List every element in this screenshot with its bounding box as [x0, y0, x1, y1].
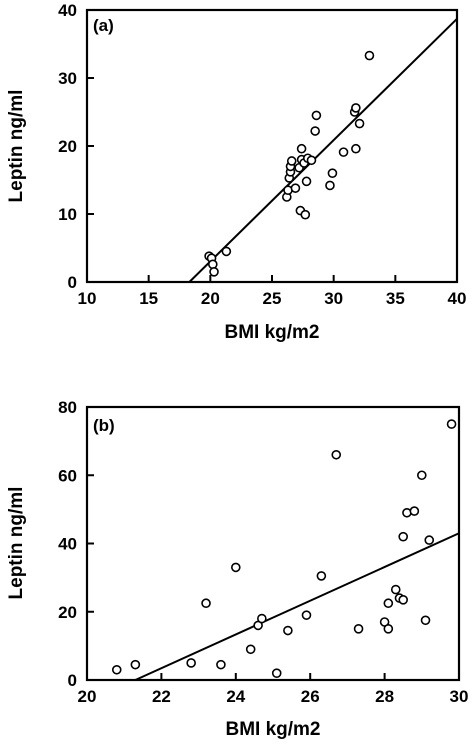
- data-point-b: [398, 595, 409, 605]
- data-point-a: [338, 147, 349, 157]
- data-point-b: [130, 659, 141, 670]
- data-point-b: [201, 598, 211, 609]
- y-tick-label-a: 30: [58, 69, 77, 88]
- data-point-b: [257, 613, 267, 624]
- data-point-b: [111, 664, 122, 675]
- data-point-b: [383, 598, 394, 609]
- data-point-b: [186, 658, 196, 668]
- data-point-b: [283, 625, 293, 636]
- x-tick-label-a: 25: [263, 289, 282, 308]
- x-tick-label-a: 30: [324, 289, 343, 308]
- data-point-a: [351, 103, 361, 113]
- x-axis-label-a: BMI kg/m2: [224, 322, 319, 343]
- data-point-b: [390, 584, 401, 595]
- data-point-b: [416, 470, 427, 481]
- data-point-b: [424, 535, 435, 545]
- data-point-b: [398, 531, 409, 542]
- panel-label-a: (a): [93, 16, 114, 35]
- data-point-a: [221, 246, 232, 257]
- data-point-b: [216, 659, 226, 670]
- data-point-a: [296, 143, 307, 154]
- y-tick-label-b: 20: [58, 603, 77, 622]
- data-point-b: [245, 644, 256, 655]
- x-tick-label-b: 20: [78, 687, 97, 706]
- y-tick-label-b: 0: [68, 671, 77, 690]
- data-point-a: [351, 143, 361, 154]
- x-tick-label-b: 26: [301, 687, 320, 706]
- data-points-b: [111, 419, 457, 678]
- data-point-a: [364, 50, 375, 61]
- y-tick-label-b: 80: [58, 398, 77, 417]
- x-tick-label-b: 24: [226, 687, 245, 706]
- data-point-a: [290, 183, 301, 193]
- x-tick-label-a: 40: [448, 289, 467, 308]
- data-point-a: [209, 266, 219, 277]
- x-tick-label-b: 28: [375, 687, 394, 706]
- data-point-a: [301, 176, 312, 187]
- data-point-b: [271, 668, 282, 678]
- data-point-a: [306, 155, 317, 166]
- y-tick-label-a: 20: [58, 137, 77, 156]
- y-tick-label-a: 10: [58, 205, 77, 224]
- x-tick-label-b: 22: [152, 687, 171, 706]
- data-point-a: [286, 156, 297, 166]
- data-point-a: [354, 118, 365, 129]
- x-tick-label-b: 30: [450, 687, 469, 706]
- data-point-b: [331, 449, 342, 460]
- data-point-b: [383, 624, 394, 634]
- regression-line-a: [188, 18, 458, 283]
- data-point-b: [231, 562, 241, 573]
- data-points-a: [204, 50, 375, 277]
- y-tick-label-b: 60: [58, 466, 77, 485]
- data-point-b: [409, 506, 420, 516]
- data-point-b: [446, 419, 457, 429]
- x-tick-label-a: 35: [386, 289, 405, 308]
- x-axis-label-b: BMI kg/m2: [225, 719, 320, 740]
- data-point-b: [420, 615, 431, 626]
- data-point-a: [325, 180, 335, 191]
- axis-ticks-a: [86, 9, 458, 283]
- x-tick-label-a: 20: [201, 289, 220, 308]
- plot-area-a: [85, 8, 459, 284]
- panel-label-b: (b): [93, 416, 115, 435]
- data-point-b: [301, 610, 312, 620]
- x-tick-label-a: 10: [78, 289, 97, 308]
- data-point-a: [208, 259, 218, 270]
- data-point-a: [327, 168, 338, 178]
- data-point-b: [353, 624, 364, 634]
- data-point-a: [300, 209, 311, 220]
- axis-ticks-b: [86, 406, 460, 681]
- y-tick-label-a: 0: [68, 273, 77, 292]
- data-point-a: [311, 110, 322, 121]
- y-axis-label-b: Leptin ng/ml: [6, 487, 27, 600]
- plot-area-b: [85, 405, 461, 682]
- data-point-b: [316, 571, 327, 581]
- y-axis-label-a: Leptin ng/ml: [6, 90, 27, 203]
- data-point-a: [310, 126, 320, 136]
- y-tick-label-a: 40: [58, 1, 77, 20]
- x-tick-label-a: 15: [139, 289, 158, 308]
- regression-line-b: [134, 532, 460, 681]
- y-tick-label-b: 40: [58, 535, 77, 554]
